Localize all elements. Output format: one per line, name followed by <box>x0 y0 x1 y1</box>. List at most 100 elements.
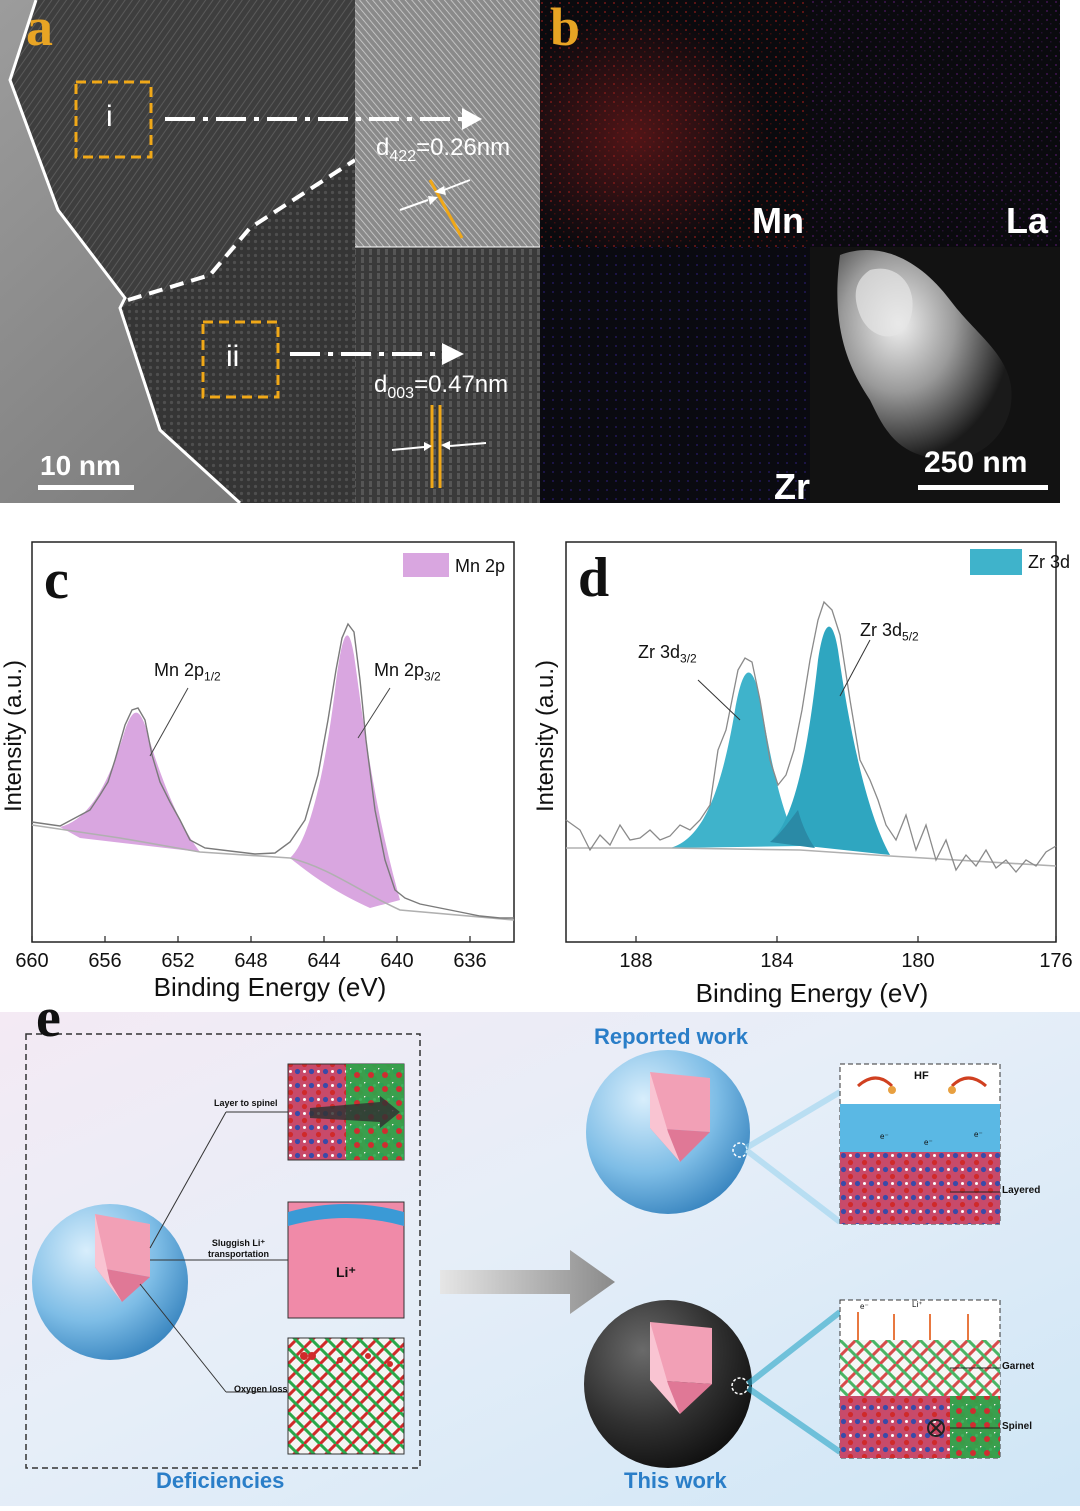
panel-b-eds: b Mn La Zr 250 nm <box>540 0 1060 507</box>
mn-raw-spectrum <box>31 622 514 919</box>
ylabel-c: Intensity (a.u.) <box>0 659 27 813</box>
d422-value: =0.26nm <box>416 134 511 161</box>
zr-peak-2-fill <box>770 626 890 855</box>
label-garnet: Garnet <box>1002 1361 1035 1372</box>
scale-bar-b <box>918 485 1048 490</box>
panel-letter-b: b <box>550 0 581 57</box>
x-tick-label-d-184: 184 <box>760 950 794 972</box>
label-layer-to-spinel: Layer to spinel <box>214 1098 278 1108</box>
d422-prefix: d <box>376 134 390 161</box>
x-tick-label-c-660: 660 <box>15 950 49 972</box>
peak-label-c2-sub: 3/2 <box>424 669 441 684</box>
x-tick-label-c-644: 644 <box>307 950 341 972</box>
legend-swatch-c <box>403 553 449 577</box>
d003-label: d003=0.47nm <box>374 371 508 403</box>
mn-peak-1-fill <box>60 712 200 852</box>
schematic <box>0 1012 1080 1506</box>
d422-sub: 422 <box>389 147 417 165</box>
xlabel-c: Binding Energy (eV) <box>153 972 387 1002</box>
x-tick-label-c-640: 640 <box>380 950 414 972</box>
panel-d-xps-zr: d Zr 3d Intensity (a.u.) Zr 3d3/2 Zr 3d5… <box>532 520 1080 1010</box>
reported-sphere <box>586 1050 750 1214</box>
left-sphere <box>32 1204 188 1360</box>
peak-label-d1-sub: 3/2 <box>680 651 697 666</box>
label-li-top: Li⁺ <box>912 1300 923 1309</box>
peak-label-c1: Mn 2p1/2 <box>154 660 221 684</box>
mn-background <box>31 824 515 921</box>
plot-frame-d <box>565 541 1057 943</box>
transition-arrow <box>440 1250 615 1314</box>
this-work-sphere <box>584 1300 752 1468</box>
label-electron-1: e⁻ <box>880 1132 889 1141</box>
label-oxygen-loss: Oxygen loss <box>234 1384 288 1394</box>
zr-map <box>540 247 810 503</box>
label-li-inset: Li⁺ <box>336 1264 356 1280</box>
legend-swatch-d <box>970 549 1022 575</box>
scale-bar-a <box>38 485 134 490</box>
label-electron-3: e⁻ <box>974 1130 983 1139</box>
peak-label-d2: Zr 3d5/2 <box>860 620 919 644</box>
x-tick-label-c-656: 656 <box>88 950 122 972</box>
map-label-zr: Zr <box>774 466 810 507</box>
peak-label-c2: Mn 2p3/2 <box>374 660 441 684</box>
x-ticks-d <box>635 936 1057 942</box>
panel-letter-e: e <box>36 987 61 1049</box>
eds-maps <box>540 0 1060 503</box>
chart-zr3d <box>565 541 1057 943</box>
panel-letter-d: d <box>578 547 610 609</box>
chart-mn2p <box>31 541 515 943</box>
map-label-la: La <box>1006 200 1049 241</box>
x-ticks-c <box>31 936 471 942</box>
peak-label-d2-sub: 5/2 <box>902 629 919 644</box>
label-electron-2: e⁻ <box>924 1138 933 1147</box>
title-this-work: This work <box>624 1468 727 1493</box>
x-tick-label-d-188: 188 <box>619 950 653 972</box>
ylabel-d: Intensity (a.u.) <box>532 659 559 813</box>
peak-label-d1-text: Zr 3d <box>638 642 681 662</box>
map-label-mn: Mn <box>752 200 804 241</box>
region-label-ii: ii <box>226 340 240 373</box>
d003-prefix: d <box>374 371 388 398</box>
scale-bar-label-a: 10 nm <box>40 450 121 481</box>
scale-bar-label-b: 250 nm <box>924 446 1028 479</box>
panel-c-xps-mn: c Mn 2p Intensity (a.u.) Mn 2p1/2 Mn 2p3… <box>0 520 540 1010</box>
zr-overlap-fill <box>770 810 815 848</box>
x-tick-label-c-652: 652 <box>161 950 195 972</box>
legend-label-c: Mn 2p <box>455 556 506 576</box>
peak-label-c1-text: Mn 2p <box>154 660 205 680</box>
region-ii-box <box>201 320 280 399</box>
peak-label-c2-text: Mn 2p <box>374 660 425 680</box>
x-tick-label-c-648: 648 <box>234 950 268 972</box>
x-tick-label-d-176: 176 <box>1039 950 1073 972</box>
zr-peak-1-fill <box>670 672 800 848</box>
panel-letter-a: a <box>26 0 53 57</box>
peak-label-d2-text: Zr 3d <box>860 620 903 640</box>
title-deficiencies: Deficiencies <box>156 1468 285 1493</box>
label-sluggish: Sluggish Li⁺ transportation <box>208 1238 269 1260</box>
panel-e-schematic: e Layer to spinel Sluggish Li⁺ transport… <box>0 987 1080 1506</box>
region-i-box <box>74 80 153 159</box>
deficiencies-box <box>25 1033 421 1469</box>
d422-label: d422=0.26nm <box>376 134 510 166</box>
peak-label-d1: Zr 3d3/2 <box>638 642 697 666</box>
d003-value: =0.47nm <box>414 371 509 398</box>
x-tick-label-d-180: 180 <box>901 950 935 972</box>
label-electron-top: e⁻ <box>860 1302 869 1311</box>
mn-peak-2-fill <box>290 635 400 908</box>
zr-background <box>566 847 1057 867</box>
panel-letter-c: c <box>44 549 69 611</box>
xlabel-d: Binding Energy (eV) <box>695 978 929 1008</box>
plot-frame-c <box>31 541 515 943</box>
legend-label-d: Zr 3d <box>1028 552 1071 572</box>
d003-sub: 003 <box>387 384 415 402</box>
la-map <box>810 0 1060 247</box>
x-tick-label-c-636: 636 <box>453 950 487 972</box>
hrtem-image <box>0 0 540 505</box>
zr-raw-spectrum <box>565 600 1057 874</box>
panel-a-hrtem: a i ii d422=0.26nm d003=0.47nm 10 nm <box>0 0 540 505</box>
label-spinel: Spinel <box>1002 1421 1033 1432</box>
label-sluggish-2: transportation <box>208 1249 270 1259</box>
region-label-i: i <box>106 100 113 133</box>
label-sluggish-1: Sluggish Li⁺ <box>211 1238 266 1248</box>
label-layered: Layered <box>1002 1185 1041 1196</box>
